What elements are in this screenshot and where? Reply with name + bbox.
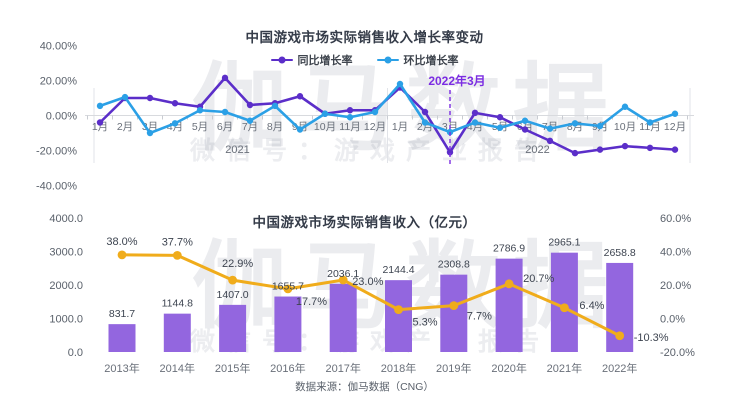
bar-value-label: 2308.8	[438, 259, 470, 271]
legend-dot	[384, 56, 391, 64]
month-label: 7月	[242, 121, 258, 133]
year-label: 2022	[525, 144, 549, 156]
growth-rate-label: 6.4%	[579, 300, 604, 312]
growth-rate-chart-section: 伽马数据 微信号：游戏产业报告 中国游戏市场实际销售收入增长率变动 同比增长率环…	[0, 0, 729, 195]
revenue-bar	[329, 283, 357, 352]
month-label: 11月	[339, 121, 360, 133]
year-axis-label: 2015年	[215, 361, 250, 375]
y-axis-tick-label: 0.00%	[46, 111, 77, 123]
bar-value-label: 2144.4	[382, 264, 414, 276]
annotation-label: 2022年3月	[428, 73, 485, 88]
growth-rate-label: 37.7%	[162, 236, 193, 248]
left-axis-tick-label: 2000.0	[49, 280, 83, 292]
month-label: 10月	[314, 121, 336, 133]
year-axis-label: 2022年	[602, 361, 637, 375]
revenue-bar	[385, 280, 412, 352]
growth-rate-label: 38.0%	[106, 236, 137, 248]
mom-growth-series	[96, 80, 679, 137]
revenue-bar	[274, 296, 302, 352]
growth-rate-label: 7.7%	[467, 311, 492, 323]
legend-item-yoy: 同比增长率	[270, 52, 353, 68]
revenue-chart-title: 中国游戏市场实际销售收入（亿元）	[252, 215, 477, 230]
left-axis-tick-label: 0.0	[68, 347, 83, 359]
month-label: 5月	[192, 121, 208, 133]
year-axis-label: 2019年	[436, 361, 471, 375]
month-label: 12月	[664, 121, 686, 133]
y-axis-tick-label: -20.00%	[36, 146, 77, 158]
revenue-bar	[440, 274, 468, 352]
right-axis-tick-label: -20.0%	[660, 347, 695, 359]
year-axis-label: 2017年	[325, 361, 360, 375]
revenue-bar	[495, 258, 523, 352]
legend-item-mom: 环比增长率	[376, 52, 459, 68]
growth-rate-label: 17.7%	[296, 296, 327, 308]
year-axis-label: 2020年	[491, 361, 526, 375]
bar-value-label: 2036.1	[327, 268, 359, 280]
y-axis-tick-label: 20.00%	[40, 76, 78, 88]
month-label: 11月	[639, 121, 660, 133]
month-label: 2月	[117, 121, 133, 133]
growth-rate-label: 23.0%	[352, 276, 383, 288]
legend-label: 环比增长率	[403, 55, 459, 67]
right-axis-tick-label: 20.0%	[660, 280, 691, 292]
right-axis-tick-label: 40.0%	[660, 247, 691, 259]
revenue-bar-chart: 4000.0 3000.0 2000.0 1000.0 0.0 60.0% 40.0% 20.…	[49, 213, 695, 375]
legend-dot	[278, 56, 285, 64]
growth-rate-label: 20.7%	[523, 273, 554, 285]
growth-rate-line	[117, 250, 625, 341]
revenue-bar	[163, 313, 191, 352]
growth-rate-line-chart: 40.00%20.00%0.00%-20.00%-40.00%1月 2月 3月 4月 5…	[36, 41, 694, 193]
legend-label: 同比增长率	[297, 55, 353, 67]
left-axis-tick-label: 3000.0	[49, 247, 83, 259]
year-axis-label: 2014年	[160, 361, 195, 375]
growth-chart-title: 中国游戏市场实际销售收入增长率变动	[245, 30, 484, 45]
growth-rate-label: -10.3%	[634, 332, 669, 344]
month-label: 10月	[614, 121, 636, 133]
year-axis-label: 2021年	[547, 361, 582, 375]
bar-value-label: 1655.7	[272, 281, 304, 293]
legend-line-dot-marker	[270, 56, 293, 64]
growth-chart-legend: 同比增长率 环比增长率	[0, 52, 729, 68]
right-axis-tick-label: 0.0%	[660, 314, 685, 326]
month-label: 1月	[92, 121, 108, 133]
growth-rate-label: 22.9%	[222, 258, 253, 270]
bar-value-label: 1407.0	[217, 289, 249, 301]
bar-value-label: 1144.8	[162, 298, 193, 310]
bar-value-label: 2786.9	[493, 243, 525, 255]
growth-rate-label: 5.3%	[413, 317, 438, 329]
revenue-chart-section: 伽马数据 微信号：游戏产业报告 中国游戏市场实际销售收入（亿元） 4000.03…	[0, 195, 729, 406]
revenue-bars	[108, 252, 634, 352]
year-axis-label: 2016年	[270, 361, 305, 375]
left-axis-tick-label: 4000.0	[49, 213, 83, 225]
year-label: 2021	[225, 144, 249, 156]
year-axis-label: 2018年	[381, 361, 416, 375]
y-axis-tick-label: 40.00%	[40, 41, 78, 53]
revenue-bar	[219, 304, 247, 352]
month-label: 8月	[267, 121, 283, 133]
month-label: 6月	[217, 121, 233, 133]
data-source-note: 数据来源：伽马数据（CNG）	[295, 381, 434, 393]
y-axis-tick-label: -40.00%	[36, 181, 77, 193]
bar-value-label: 831.7	[109, 308, 135, 320]
legend-line-dot-marker	[376, 56, 399, 64]
revenue-bar	[108, 324, 136, 352]
left-axis-tick-label: 1000.0	[49, 314, 83, 326]
month-label: 3月	[142, 121, 158, 133]
right-axis-tick-label: 60.0%	[660, 213, 691, 225]
bar-value-label: 2965.1	[548, 237, 580, 249]
month-label: 1月	[392, 121, 408, 133]
year-axis-label: 2013年	[104, 361, 139, 375]
bar-value-label: 2658.8	[604, 247, 636, 259]
month-label: 12月	[364, 121, 386, 133]
